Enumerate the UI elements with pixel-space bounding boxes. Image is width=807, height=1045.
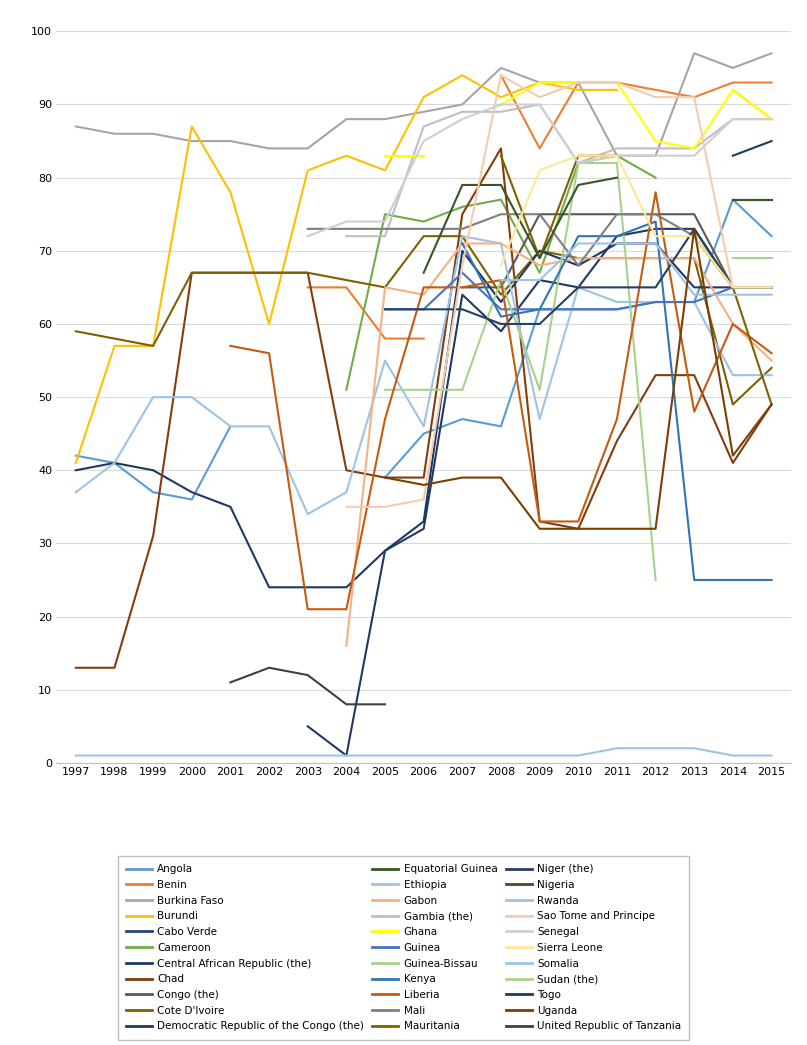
Legend: Angola, Benin, Burkina Faso, Burundi, Cabo Verde, Cameroon, Central African Repu: Angola, Benin, Burkina Faso, Burundi, Ca…: [118, 856, 689, 1040]
